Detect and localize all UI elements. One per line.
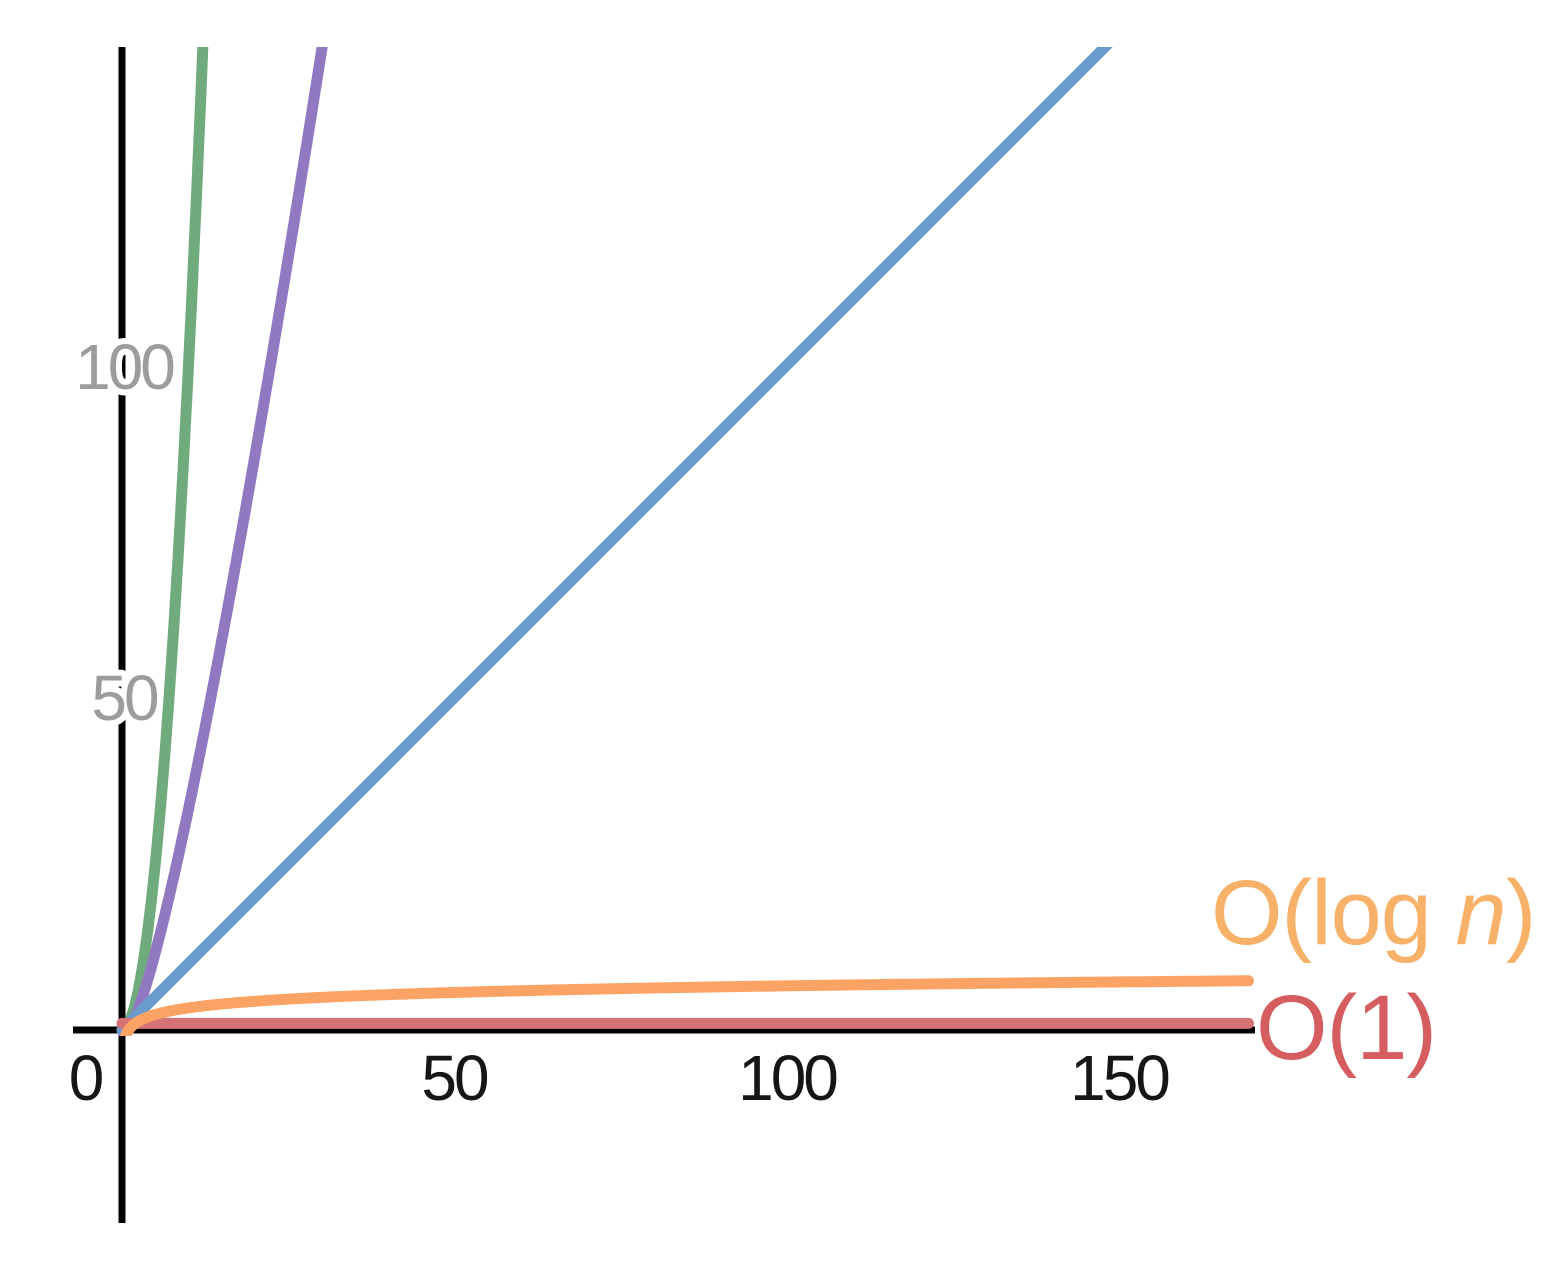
curve-label-o-log-n-var: n xyxy=(1455,862,1507,964)
x-axis-tick-100: 100 xyxy=(738,1042,837,1114)
x-axis-tick-50: 50 xyxy=(421,1042,488,1114)
x-axis-tick-0: 0 xyxy=(69,1042,103,1114)
curve-n xyxy=(116,47,1113,1036)
curve-n_log_n xyxy=(116,47,328,1036)
y-axis-tick-100: 100 xyxy=(75,331,174,403)
y-axis-tick-50: 50 xyxy=(91,662,158,734)
curve-label-o-log-n: O(log n) xyxy=(1211,867,1536,959)
curves-layer xyxy=(116,47,1254,1036)
curve-log2_n xyxy=(119,975,1254,1036)
curve-label-o-1: O(1) xyxy=(1256,977,1437,1079)
curve-n_squared xyxy=(116,47,209,1036)
curve-label-o-log-n-pre: O(log xyxy=(1211,862,1456,964)
x-axis-tick-150: 150 xyxy=(1070,1042,1169,1114)
curve-label-o-log-n-post: ) xyxy=(1505,862,1537,964)
